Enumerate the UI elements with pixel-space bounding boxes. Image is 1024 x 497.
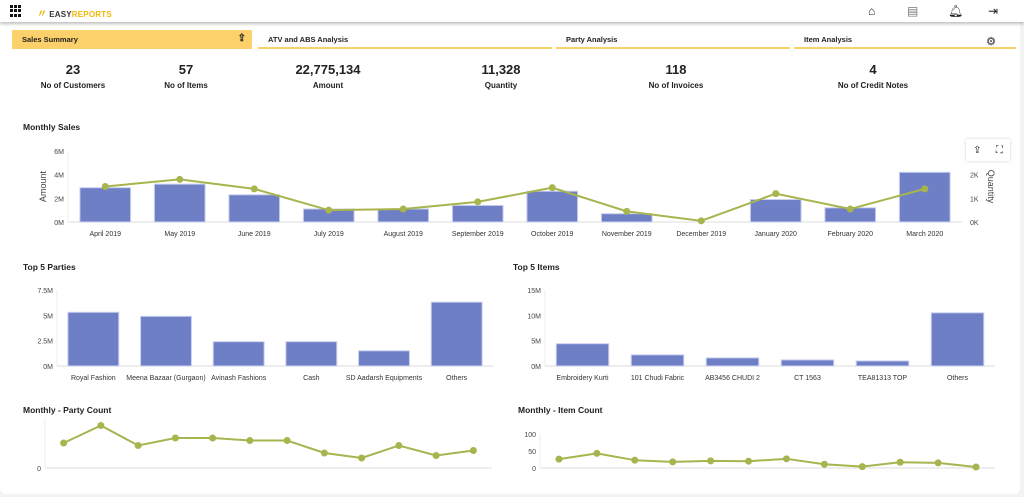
top-parties-title: Top 5 Parties — [23, 262, 76, 272]
kpi-amount: 22,775,134 Amount — [295, 62, 361, 90]
dashboard: Sales Summary ⇪ ATV and ABS Analysis Part… — [0, 22, 1020, 494]
tab-sales-summary[interactable]: Sales Summary ⇪ — [12, 30, 252, 49]
kpi-customers: 23 No of Customers — [40, 62, 106, 90]
kpi-credit-notes: 4 No of Credit Notes — [837, 62, 909, 90]
export-icon[interactable]: ⇪ — [973, 144, 982, 156]
bell-icon[interactable]: 🔔︎ — [948, 4, 964, 18]
home-icon[interactable]: ⌂ — [868, 4, 876, 18]
fullscreen-icon[interactable]: ⛶ — [995, 144, 1003, 156]
settings-gear-icon[interactable]: ⚙ — [986, 36, 996, 48]
kpi-invoices: 118 No of Invoices — [648, 62, 704, 90]
party-count-title: Monthly - Party Count — [23, 405, 112, 415]
tab-atv-abs-analysis[interactable]: ATV and ABS Analysis — [258, 30, 552, 49]
database-icon[interactable]: ▤ — [907, 4, 919, 18]
tab-item-analysis[interactable]: Item Analysis ⚙ — [794, 30, 1016, 49]
logout-icon[interactable]: ⇥ — [988, 4, 999, 18]
monthly-sales-title: Monthly Sales — [23, 122, 81, 132]
tab-party-analysis[interactable]: Party Analysis — [556, 30, 790, 49]
top-items-title: Top 5 Items — [513, 262, 560, 272]
logo: 〃 EASYREPORTS — [37, 9, 112, 20]
top-bar: 〃 EASYREPORTS ⌂ ▤ 🔔︎ ⇥ — [0, 0, 1024, 22]
chart-toolbar: ⇪ ⛶ — [966, 139, 1010, 161]
kpi-items: 57 No of Items — [164, 62, 208, 90]
apps-grid-icon[interactable] — [10, 5, 22, 17]
share-icon[interactable]: ⇪ — [237, 33, 246, 44]
kpi-quantity: 11,328 Quantity — [481, 62, 521, 90]
item-count-title: Monthly - Item Count — [518, 405, 603, 415]
